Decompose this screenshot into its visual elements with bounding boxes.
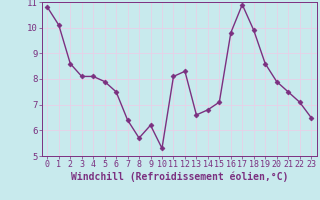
X-axis label: Windchill (Refroidissement éolien,°C): Windchill (Refroidissement éolien,°C)	[70, 172, 288, 182]
